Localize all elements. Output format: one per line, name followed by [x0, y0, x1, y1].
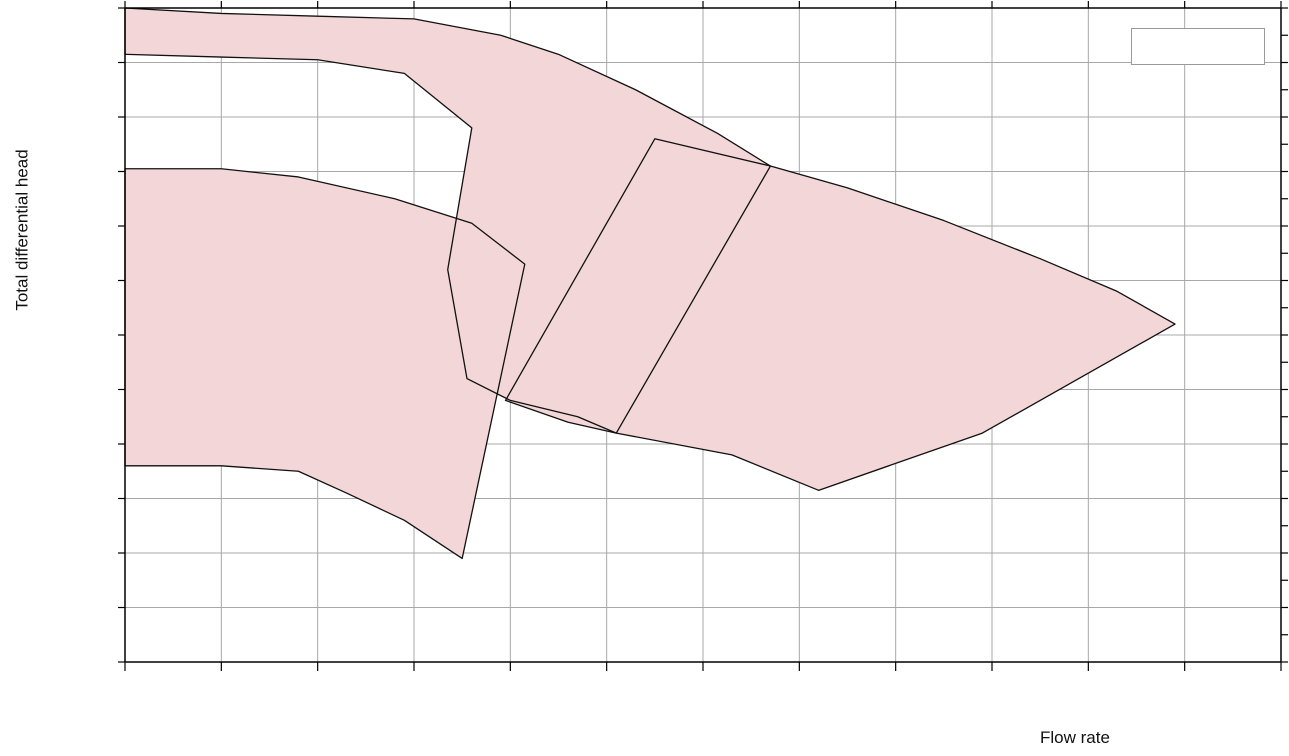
operating-region-outline-2	[504, 138, 1176, 491]
operating-region-fill-3	[125, 168, 525, 559]
operating-region-outline-3	[124, 168, 526, 560]
legend-box	[1131, 28, 1265, 65]
operating-region-outline-1	[124, 7, 772, 434]
operating-region-fill-2	[505, 138, 1176, 491]
x-axis-label: Flow rate	[1040, 728, 1110, 747]
